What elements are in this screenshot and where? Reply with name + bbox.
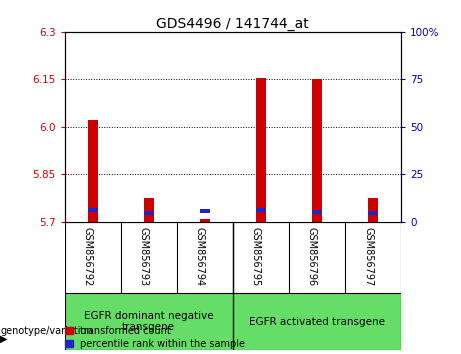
Bar	[233, 293, 401, 350]
Legend: transformed count, percentile rank within the sample: transformed count, percentile rank withi…	[65, 326, 245, 349]
Bar	[65, 293, 233, 350]
Text: GSM856796: GSM856796	[307, 227, 317, 286]
Bar	[312, 210, 322, 214]
Bar	[368, 198, 378, 222]
Bar	[312, 79, 322, 222]
Text: GSM856795: GSM856795	[251, 227, 261, 287]
Text: ▶: ▶	[0, 334, 8, 344]
Text: EGFR dominant negative
transgene: EGFR dominant negative transgene	[84, 311, 213, 332]
Bar	[256, 208, 266, 212]
Text: GSM856794: GSM856794	[195, 227, 205, 286]
Text: genotype/variation: genotype/variation	[0, 326, 93, 336]
Text: GSM856793: GSM856793	[139, 227, 148, 286]
Bar	[368, 211, 378, 215]
Text: GSM856792: GSM856792	[83, 227, 93, 287]
Bar	[256, 78, 266, 222]
Bar	[88, 208, 98, 212]
Bar	[144, 211, 154, 215]
Text: EGFR activated transgene: EGFR activated transgene	[249, 316, 385, 327]
Bar	[88, 120, 98, 222]
Bar	[200, 218, 210, 222]
Bar	[200, 209, 210, 213]
Text: GSM856797: GSM856797	[363, 227, 373, 287]
Title: GDS4496 / 141744_at: GDS4496 / 141744_at	[156, 17, 309, 31]
Bar	[144, 198, 154, 222]
